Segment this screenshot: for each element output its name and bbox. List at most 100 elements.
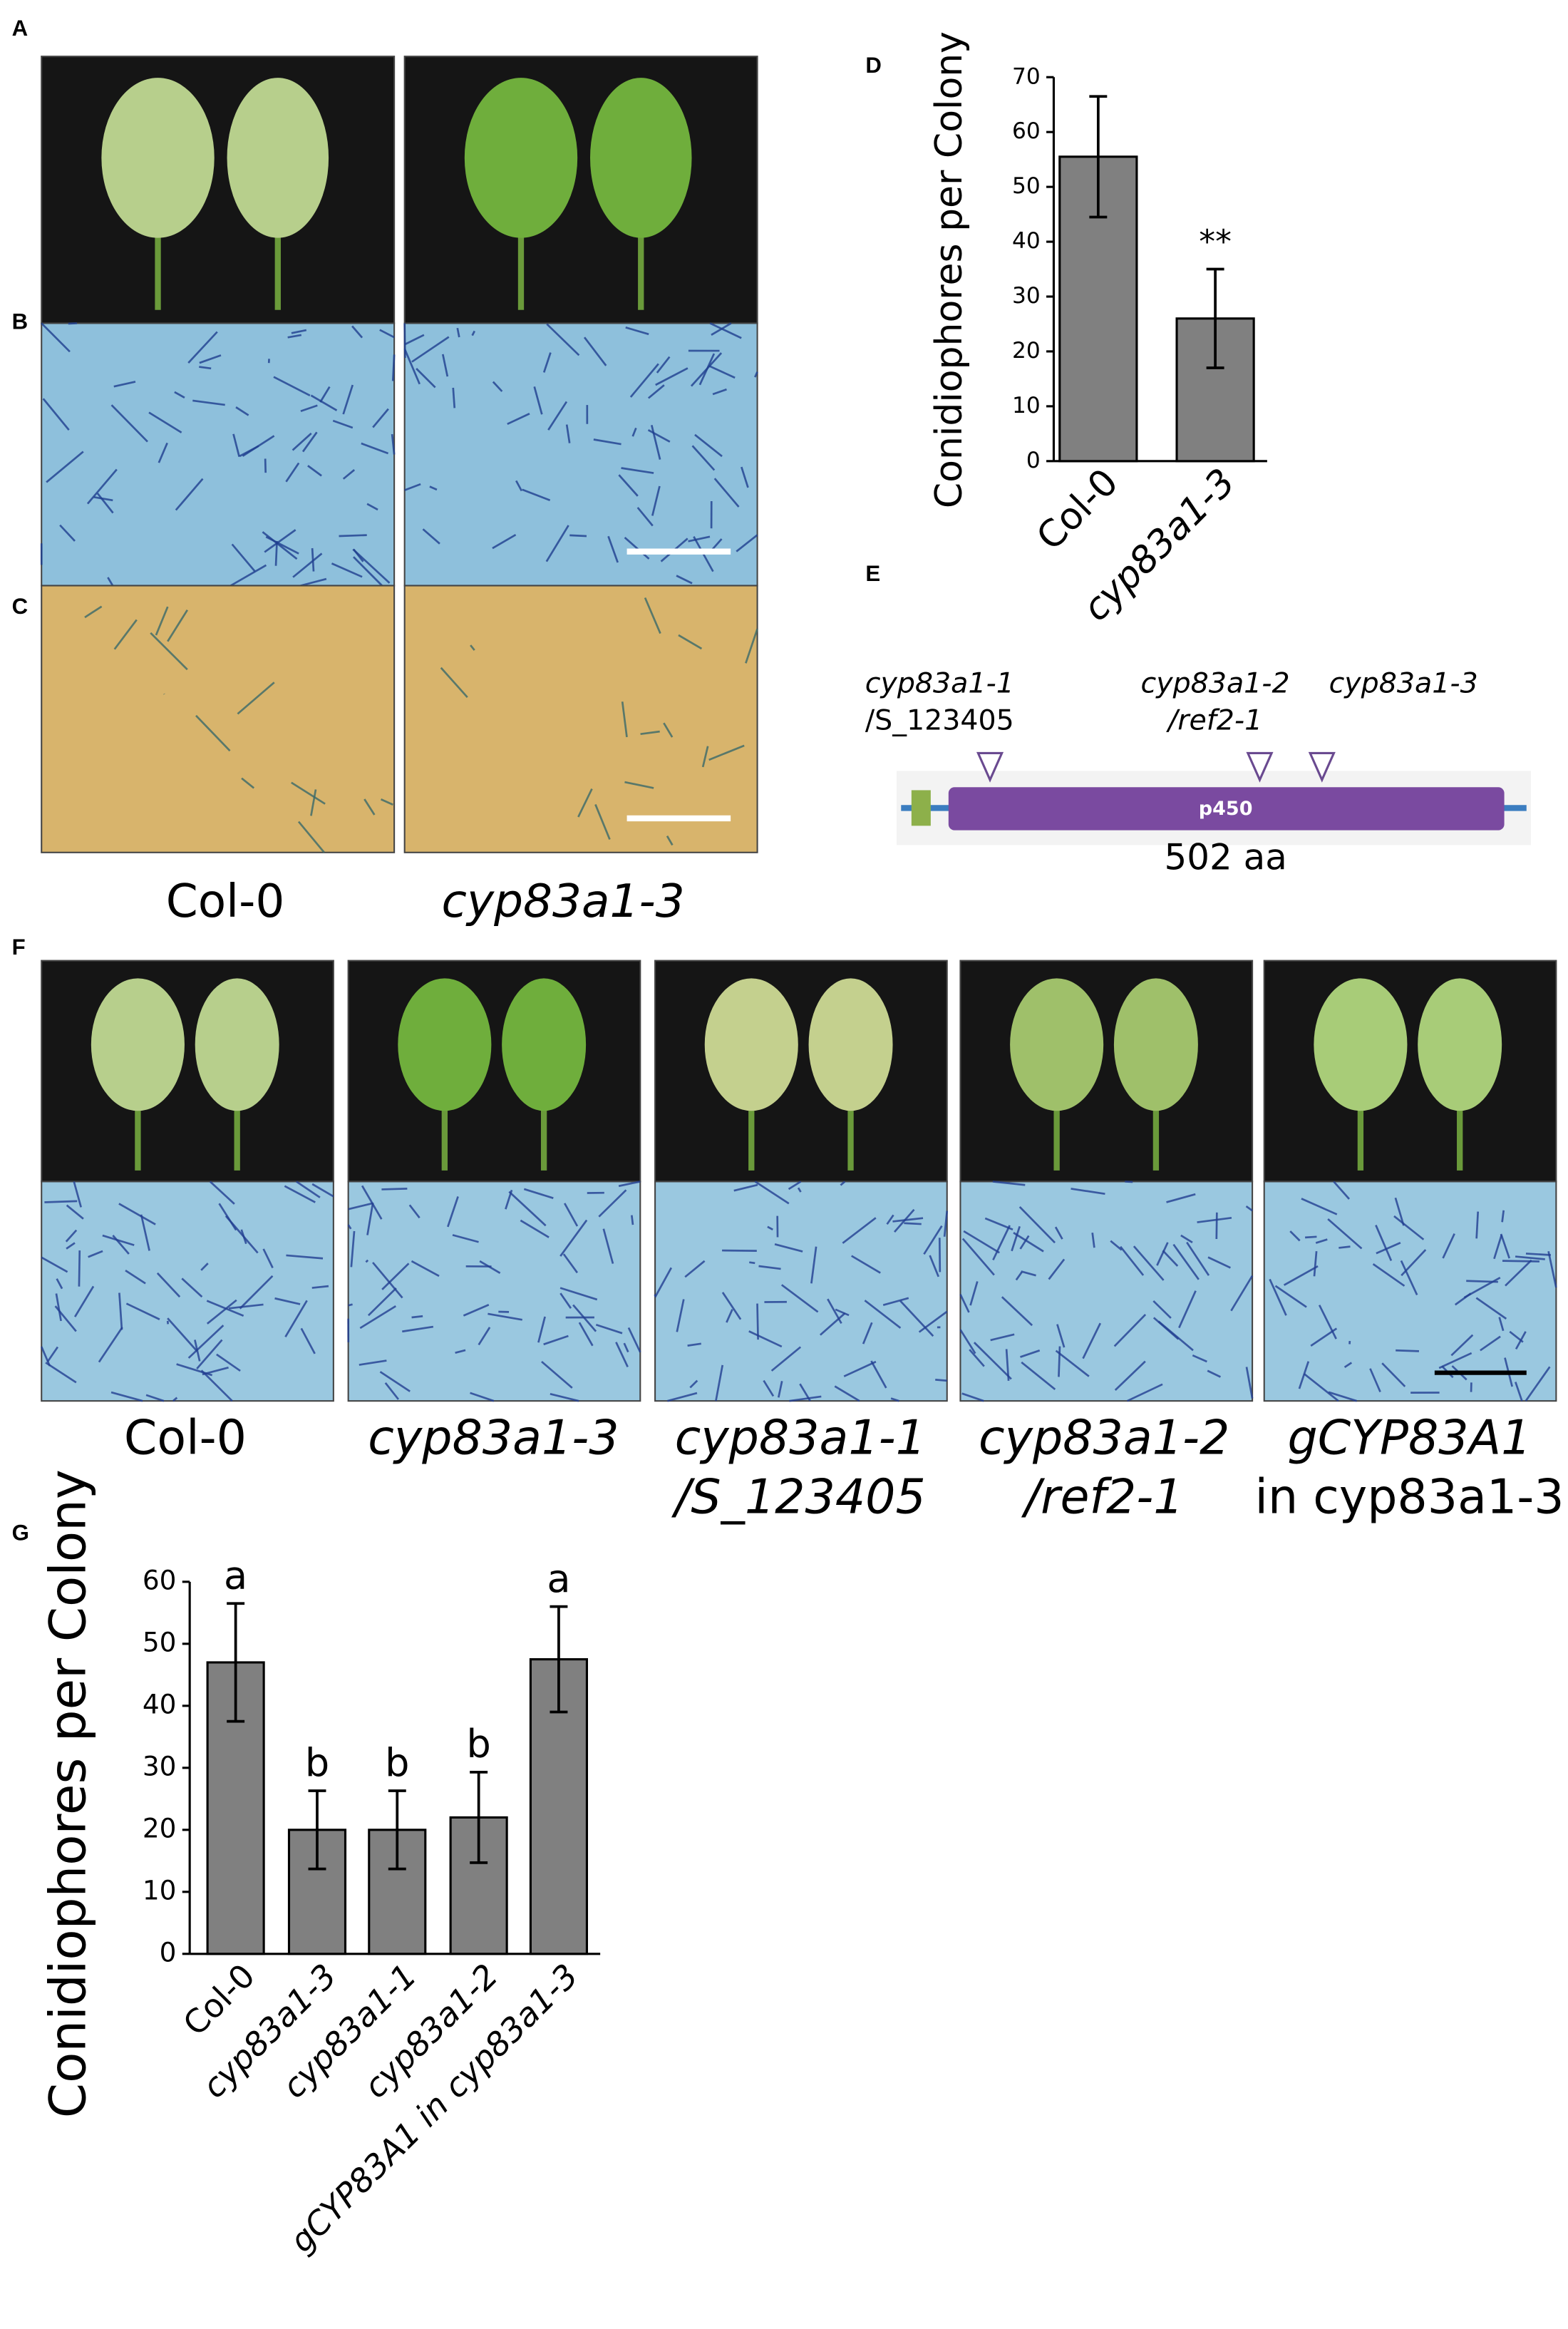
hypha bbox=[319, 386, 331, 403]
panel-letter: D bbox=[865, 53, 882, 78]
hypha bbox=[447, 1196, 459, 1228]
hypha bbox=[264, 458, 267, 473]
hypha bbox=[93, 495, 113, 502]
y-tick-label: 20 bbox=[1012, 338, 1041, 364]
y-axis-title: Conidiophores per Colony bbox=[38, 1469, 97, 2118]
hypha bbox=[181, 1277, 203, 1298]
hypha bbox=[961, 1238, 995, 1276]
hypha bbox=[545, 525, 569, 562]
hypha bbox=[403, 323, 406, 358]
hypha bbox=[429, 485, 438, 491]
hypha bbox=[943, 1210, 949, 1237]
photo-leaf bbox=[347, 960, 641, 1183]
hypha bbox=[624, 536, 650, 560]
y-tick-label: 10 bbox=[1012, 393, 1041, 418]
hypha bbox=[565, 424, 571, 443]
hypha bbox=[625, 327, 649, 336]
hypha bbox=[546, 323, 580, 356]
mutant-label: /S_123405 bbox=[865, 704, 1014, 736]
hypha bbox=[478, 1327, 491, 1346]
hypha bbox=[788, 1181, 802, 1191]
hypha bbox=[520, 1219, 550, 1238]
hypha bbox=[1369, 1368, 1381, 1393]
hypha bbox=[748, 1330, 783, 1348]
hypha bbox=[332, 419, 354, 429]
hypha bbox=[200, 1263, 209, 1271]
hypha bbox=[470, 1392, 495, 1402]
leaf bbox=[91, 978, 185, 1111]
hypha bbox=[408, 1204, 421, 1219]
hypha bbox=[559, 1287, 598, 1301]
hypha bbox=[1498, 1317, 1505, 1332]
hypha bbox=[300, 577, 327, 587]
hypha bbox=[286, 1254, 324, 1260]
hypha bbox=[1333, 1181, 1351, 1200]
hypha bbox=[1480, 1335, 1501, 1352]
hypha bbox=[777, 1381, 783, 1398]
hypha bbox=[938, 1238, 942, 1273]
hypha bbox=[1082, 1322, 1102, 1359]
hypha bbox=[441, 354, 449, 377]
hypha bbox=[1120, 1245, 1145, 1276]
hypha bbox=[187, 331, 218, 364]
hypha bbox=[899, 1300, 934, 1337]
hypha bbox=[810, 1246, 817, 1284]
hypha bbox=[291, 329, 307, 334]
hypha bbox=[892, 1217, 924, 1223]
hypha bbox=[231, 543, 256, 572]
hypha bbox=[348, 1303, 353, 1307]
hypha bbox=[361, 1185, 383, 1220]
hypha bbox=[666, 836, 674, 846]
hypha bbox=[1021, 1270, 1036, 1277]
hypha bbox=[199, 366, 212, 370]
significance-label: ** bbox=[1199, 223, 1232, 261]
y-tick-label: 40 bbox=[143, 1688, 177, 1719]
hypha bbox=[667, 1392, 698, 1402]
hypha bbox=[708, 744, 745, 761]
y-axis-title: Conidiophores per Colony bbox=[928, 31, 971, 508]
hypha bbox=[961, 1392, 984, 1402]
hypha bbox=[206, 1300, 244, 1317]
y-tick-label: 70 bbox=[1012, 63, 1041, 89]
hypha bbox=[1011, 1225, 1021, 1252]
photo-stain bbox=[959, 1181, 1254, 1402]
hypha bbox=[507, 413, 530, 426]
hypha bbox=[274, 540, 278, 566]
leaf bbox=[808, 978, 893, 1111]
photo-leaf bbox=[1263, 960, 1557, 1183]
hypha bbox=[41, 322, 71, 353]
hypha bbox=[923, 1225, 943, 1255]
hypha bbox=[708, 365, 736, 379]
error-bar bbox=[550, 1605, 568, 1714]
hypha bbox=[1056, 1324, 1066, 1348]
hypha bbox=[583, 336, 607, 366]
hypha bbox=[623, 1342, 629, 1353]
error-bar bbox=[1206, 267, 1224, 369]
hypha bbox=[688, 535, 711, 543]
caption: cyp83a1-2 bbox=[979, 1409, 1229, 1465]
hypha bbox=[404, 334, 425, 346]
y-tick-label: 60 bbox=[1012, 118, 1041, 144]
hypha bbox=[1475, 1211, 1480, 1239]
hypha bbox=[559, 1292, 572, 1309]
hypha bbox=[1515, 1255, 1545, 1260]
hypha bbox=[651, 485, 661, 516]
hypha bbox=[391, 433, 396, 455]
hypha bbox=[973, 1342, 1012, 1380]
hypha bbox=[1301, 1198, 1338, 1215]
y-tick-label: 30 bbox=[143, 1750, 177, 1782]
hypha bbox=[366, 1202, 374, 1235]
hypha bbox=[402, 1325, 434, 1333]
hypha bbox=[621, 701, 628, 738]
hypha bbox=[1475, 1297, 1507, 1320]
leaf bbox=[1010, 978, 1104, 1111]
hypha bbox=[1127, 1383, 1163, 1402]
hypha bbox=[1178, 1290, 1197, 1329]
hypha bbox=[615, 1342, 629, 1367]
hypha bbox=[488, 1312, 522, 1321]
hypha bbox=[46, 1346, 59, 1362]
hypha bbox=[602, 1228, 614, 1264]
photo-leaf bbox=[41, 960, 334, 1183]
hypha bbox=[1269, 1278, 1287, 1316]
hypha bbox=[310, 394, 338, 411]
